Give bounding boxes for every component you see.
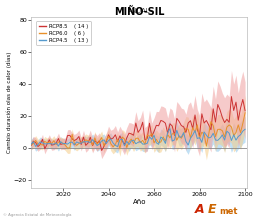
Text: A: A xyxy=(195,203,205,216)
Title: MIÑO-SIL: MIÑO-SIL xyxy=(114,7,165,17)
Text: met: met xyxy=(220,207,238,216)
Text: E: E xyxy=(208,203,217,216)
Text: ANUAL: ANUAL xyxy=(128,8,151,14)
Text: © Agencia Estatal de Meteorología: © Agencia Estatal de Meteorología xyxy=(3,213,71,217)
Legend: RCP8.5    ( 14 ), RCP6.0    ( 6 ), RCP4.5    ( 13 ): RCP8.5 ( 14 ), RCP6.0 ( 6 ), RCP4.5 ( 13… xyxy=(36,21,91,45)
Y-axis label: Cambio duración olas de calor (días): Cambio duración olas de calor (días) xyxy=(7,52,12,153)
X-axis label: Año: Año xyxy=(133,199,146,204)
